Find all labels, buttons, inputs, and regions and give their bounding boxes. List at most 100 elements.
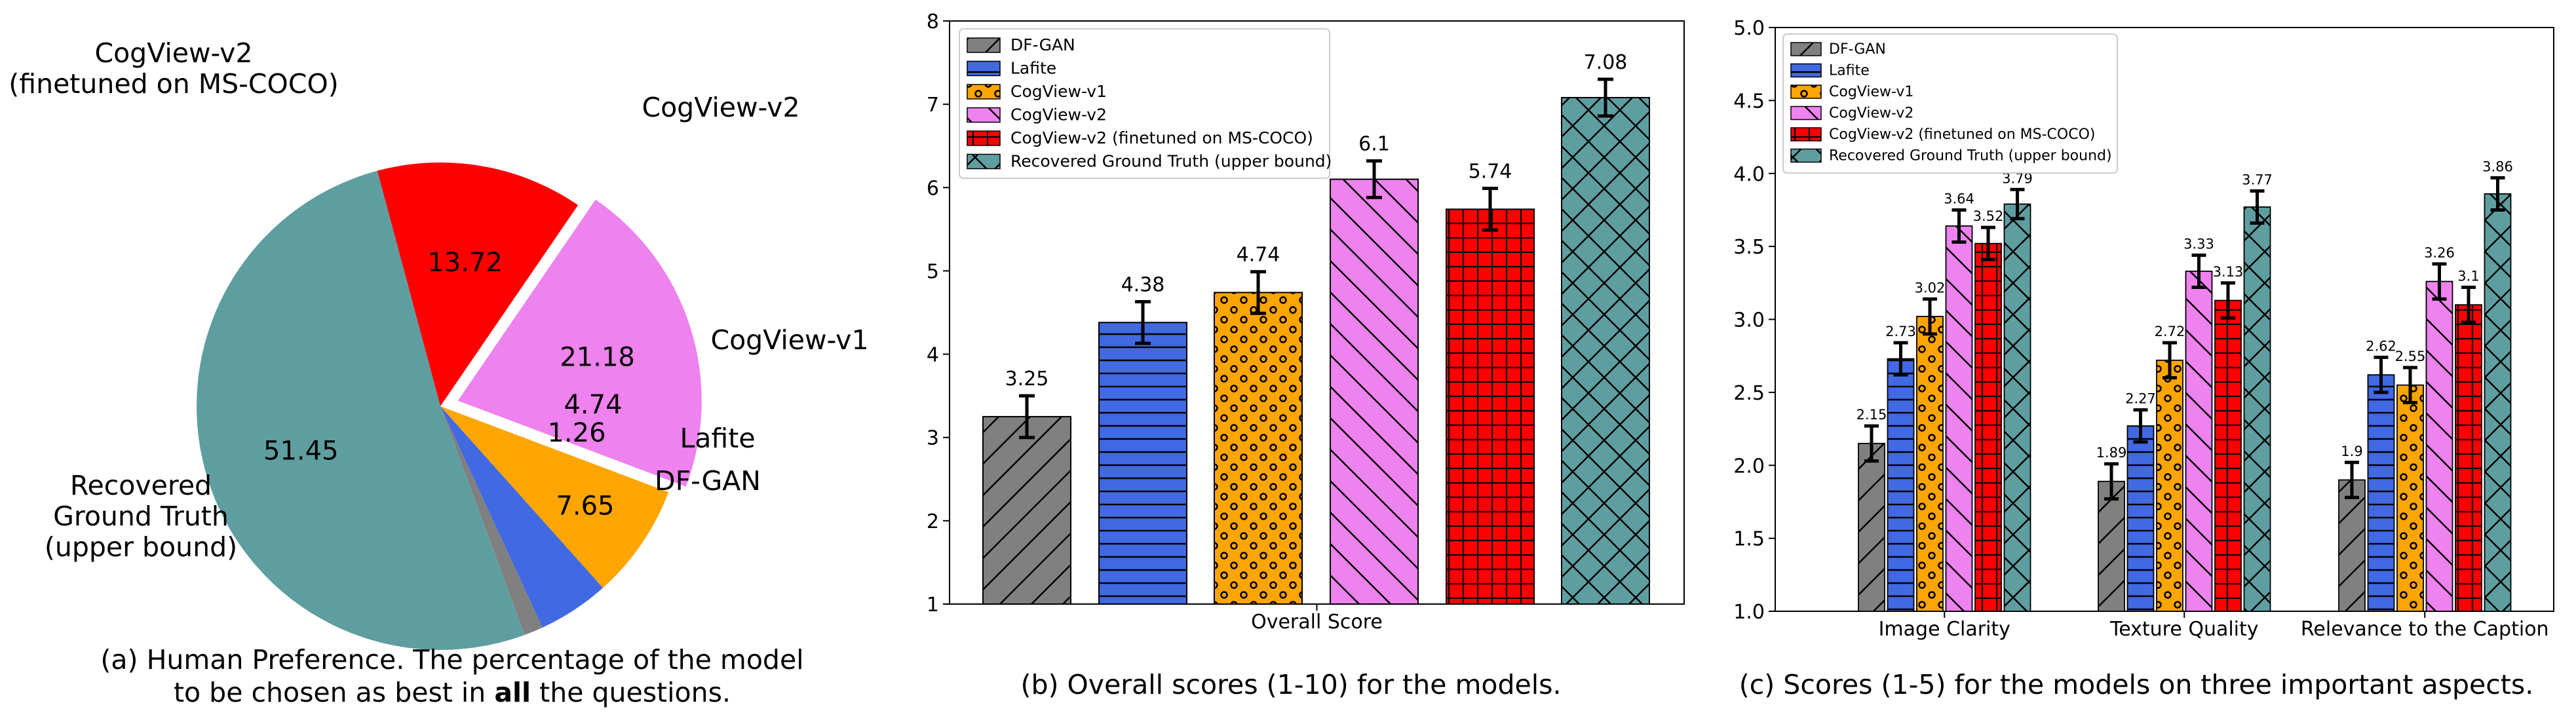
legend	[959, 28, 1330, 179]
pie-category-label: Recovered Ground Truth (upper bound)	[45, 470, 237, 563]
bar-cogview-v2	[2425, 280, 2453, 612]
legend-swatch	[1790, 148, 1822, 163]
bar-value-label: 3.25	[1005, 368, 1049, 390]
y-tick-label: 3	[927, 427, 939, 450]
pie-category-label: CogView-v2 (finetuned on MS-COCO)	[9, 37, 338, 100]
bar-lafite	[1098, 322, 1187, 605]
legend-label: CogView-v2	[1829, 105, 1913, 122]
bar-value-label: 3.26	[2424, 245, 2455, 261]
bar-lafite	[2126, 425, 2155, 612]
bar-value-label: 3.64	[1944, 191, 1974, 206]
bar-df-gan	[1858, 442, 1885, 612]
pie-caption: (a) Human Preference. The percentage of …	[79, 643, 826, 709]
bar-cogview-v2-finetuned-on-ms-coco	[2214, 299, 2242, 612]
bar-cogview-v1	[2396, 384, 2424, 612]
legend-label: CogView-v2 (finetuned on MS-COCO)	[1010, 128, 1313, 147]
pie-category-label: CogView-v2	[642, 92, 799, 123]
bar-cogview-v1	[2156, 359, 2183, 612]
pie-chart: 13.72 CogView-v2 (finetuned on MS-COCO) 21.…	[9, 37, 869, 650]
legend-label: CogView-v2 (finetuned on MS-COCO)	[1829, 126, 2096, 143]
bar-df-gan	[2338, 479, 2366, 612]
legend-label: CogView-v2	[1010, 105, 1107, 124]
y-tick-label: 1.5	[1733, 528, 1765, 551]
legend-label: Recovered Ground Truth (upper bound)	[1010, 152, 1332, 171]
aspect-caption: (c) Scores (1-5) for the models on three…	[1739, 669, 2534, 700]
overall-caption: (b) Overall scores (1-10) for the models…	[1020, 669, 1562, 700]
x-tick-label: Texture Quality	[2109, 618, 2259, 641]
bar-recovered-ground-truth-upper-bound	[2003, 203, 2031, 612]
pie-slice-cogview-v2-finetuned-on-ms-coco	[377, 162, 579, 407]
bar-cogview-v2	[2185, 271, 2213, 612]
legend-label: DF-GAN	[1010, 35, 1075, 54]
bar-df-gan	[982, 415, 1071, 605]
bar-cogview-v2-finetuned-on-ms-coco	[2455, 304, 2482, 612]
legend	[1782, 33, 2118, 174]
bar-value-label: 1.9	[2341, 444, 2362, 459]
pie-category-label: Lafite	[680, 423, 755, 454]
pie-caption-line2-post: the questions.	[531, 677, 731, 708]
bar-value-label: 2.27	[2125, 391, 2156, 407]
bar-value-label: 4.74	[1237, 244, 1280, 267]
legend-swatch	[967, 130, 1001, 146]
y-tick-label: 7	[927, 94, 939, 117]
bar-value-label: 2.15	[1856, 407, 1887, 423]
legend-label: CogView-v1	[1010, 82, 1107, 101]
bar-value-label: 2.62	[2366, 338, 2396, 354]
pie-value-label: 51.45	[263, 436, 339, 466]
pie-category-label: DF-GAN	[655, 465, 761, 497]
legend-label: DF-GAN	[1829, 41, 1886, 58]
overall-score-bar-chart: 1 2 3 4 5 6 7 8 3.25 4.38 4.74 6.1 5.74 7.08 Overall S…	[927, 10, 1685, 634]
bar-value-label: 3.86	[2482, 159, 2513, 174]
pie-caption-line2: to be chosen as best in all the question…	[79, 676, 826, 709]
pie-value-label: 7.65	[556, 491, 614, 521]
pie-caption-line2-pre: to be chosen as best in	[173, 677, 495, 708]
bar-cogview-v2	[1330, 178, 1419, 605]
y-tick-label: 5	[927, 260, 939, 283]
legend-swatch	[1790, 42, 1822, 56]
bar-recovered-ground-truth-upper-bound	[2484, 193, 2512, 612]
y-tick-label: 5.0	[1733, 17, 1765, 40]
bar-value-label: 3.1	[2457, 268, 2479, 284]
pie-value-label: 1.26	[547, 418, 606, 448]
y-tick-label: 2.0	[1733, 455, 1765, 478]
bar-value-label: 2.55	[2395, 349, 2426, 364]
legend-swatch	[967, 107, 1001, 123]
legend-swatch	[1790, 105, 1822, 121]
y-tick-label: 1	[927, 594, 939, 617]
bar-cogview-v2-finetuned-on-ms-coco	[1974, 242, 2002, 612]
pie-value-label: 13.72	[427, 248, 503, 278]
y-tick-label: 1.0	[1733, 601, 1765, 624]
bar-recovered-ground-truth-upper-bound	[1561, 96, 1650, 605]
x-tick-label: Image Clarity	[1879, 618, 2010, 641]
x-tick-label: Relevance to the Caption	[2301, 618, 2549, 641]
bar-cogview-v1	[1214, 292, 1303, 605]
legend-swatch	[967, 84, 1001, 100]
legend-label: Lafite	[1010, 59, 1056, 78]
bar-df-gan	[2098, 480, 2125, 612]
y-tick-label: 4.5	[1733, 90, 1765, 113]
legend-swatch	[1790, 63, 1822, 78]
legend-swatch	[967, 60, 1001, 77]
legend-swatch	[967, 37, 1001, 53]
pie-slice-df-gan	[440, 406, 543, 636]
legend-swatch	[1790, 127, 1822, 142]
y-tick-label: 3.5	[1733, 236, 1765, 259]
bar-cogview-v2-finetuned-on-ms-coco	[1446, 208, 1535, 605]
bar-lafite	[2367, 374, 2395, 612]
bar-value-label: 3.02	[1915, 280, 1946, 295]
y-tick-label: 4	[927, 344, 939, 367]
y-tick-label: 3.0	[1733, 309, 1765, 332]
bar-value-label: 2.73	[1885, 324, 1916, 339]
legend-label: Recovered Ground Truth (upper bound)	[1829, 148, 2112, 164]
bar-value-label: 3.52	[1973, 208, 2004, 224]
aspect-score-bar-chart: 1.0 1.5 2.0 2.5 3.0 3.5 4.0 4.5 5.0 2.15 2.73 3.02 3…	[1733, 17, 2554, 641]
x-tick-label: Overall Score	[1251, 611, 1383, 634]
bar-value-label: 4.38	[1121, 273, 1165, 296]
bar-value-label: 7.08	[1584, 51, 1628, 74]
y-tick-label: 2.5	[1733, 382, 1765, 405]
bar-value-label: 5.74	[1469, 161, 1512, 183]
bar-value-label: 3.77	[2242, 172, 2273, 187]
y-tick-label: 2	[927, 510, 939, 533]
legend-swatch	[967, 153, 1001, 170]
